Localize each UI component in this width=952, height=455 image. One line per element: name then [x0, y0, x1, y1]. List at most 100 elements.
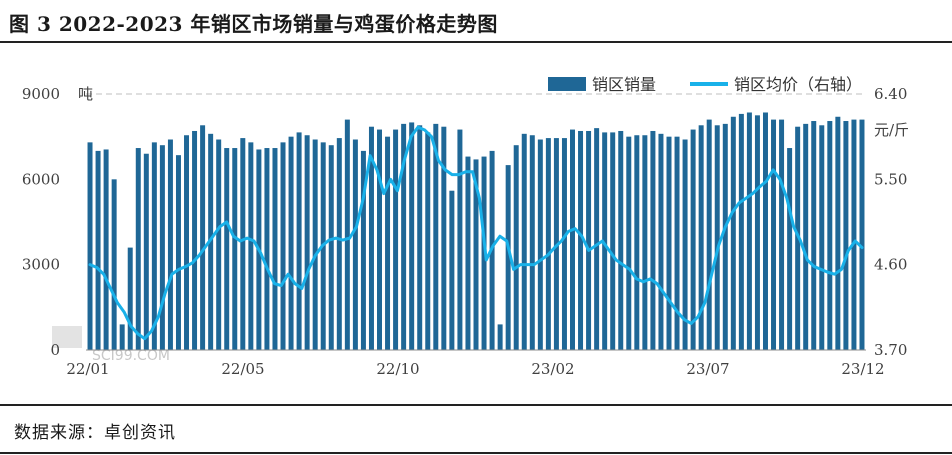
left-axis-unit: 吨 [78, 85, 93, 103]
bar [738, 113, 744, 350]
bar [690, 129, 696, 350]
bar [714, 125, 720, 350]
left-axis-tick-label: 0 [50, 341, 60, 359]
bar [167, 139, 173, 350]
bar [473, 159, 479, 350]
bar [762, 112, 768, 351]
watermark-box [52, 326, 82, 348]
right-axis-tick-label: 6.40 [874, 85, 907, 103]
bar [698, 125, 704, 350]
bar [135, 148, 141, 350]
watermark-text: SCI99.COM [92, 348, 170, 364]
legend-label-bar: 销区销量 [592, 75, 656, 94]
bar [586, 130, 592, 350]
bar [103, 149, 109, 350]
bar [706, 119, 712, 350]
bar [248, 142, 254, 350]
bar [521, 133, 527, 350]
chart: SCI99.COM 9000 6000 3000 0 吨 6.40 5.50 4.60 3.70 元… [22, 75, 909, 378]
top-rule [0, 41, 952, 43]
bar [851, 119, 857, 350]
left-axis-tick-label: 9000 [22, 85, 60, 103]
bar [602, 132, 608, 350]
bar [175, 155, 181, 350]
bar [264, 148, 270, 350]
bar [224, 148, 230, 350]
bar [441, 126, 447, 351]
bar [385, 136, 391, 350]
bar [457, 129, 463, 350]
bar [594, 128, 600, 350]
bar [328, 145, 334, 350]
figure-title: 图 3 2022-2023 年销区市场销量与鸡蛋价格走势图 [9, 12, 498, 36]
bar [634, 135, 640, 350]
bar [127, 247, 133, 350]
x-axis-tick-label: 22/10 [376, 360, 419, 378]
bar [401, 123, 407, 351]
bar [513, 145, 519, 350]
bar [730, 116, 736, 350]
bar [288, 136, 294, 350]
bar [111, 179, 117, 350]
bar [200, 125, 206, 350]
x-axis-tick-label: 22/01 [66, 360, 109, 378]
bar [505, 165, 511, 350]
bar [344, 119, 350, 350]
bar [642, 135, 648, 350]
bar [393, 129, 399, 350]
bar [578, 130, 584, 350]
bar [87, 142, 93, 350]
bar [159, 145, 165, 350]
bar [232, 148, 238, 350]
bar [119, 324, 125, 350]
watermark-logo: SCI99.COM [52, 326, 170, 364]
source-note: 数据来源：卓创资讯 [14, 423, 176, 443]
bar [771, 119, 777, 350]
left-axis-tick-label: 3000 [22, 256, 60, 274]
bar [433, 123, 439, 351]
bar [722, 123, 728, 351]
figure-header: 图 3 2022-2023 年销区市场销量与鸡蛋价格走势图 [0, 0, 952, 42]
x-axis-tick-label: 22/05 [221, 360, 264, 378]
bar [610, 132, 616, 350]
left-axis-tick-label: 6000 [22, 170, 60, 188]
bar [537, 139, 543, 350]
bar [570, 129, 575, 350]
bar [465, 156, 471, 350]
bar [192, 130, 198, 350]
bar [843, 121, 849, 351]
bar [658, 133, 664, 350]
bar [650, 130, 656, 350]
bar-series-group [87, 112, 865, 351]
x-axis-tick-label: 23/07 [686, 360, 729, 378]
bar [360, 150, 366, 350]
bar [449, 190, 455, 350]
bar [417, 125, 423, 350]
bar [497, 324, 503, 350]
right-axis-tick-label: 4.60 [874, 256, 907, 274]
end-rule [0, 452, 952, 454]
bar [779, 119, 785, 350]
bar [409, 122, 415, 350]
bar [529, 135, 535, 350]
bar [280, 142, 286, 350]
bar [618, 130, 624, 350]
x-axis-tick-label: 23/12 [841, 360, 884, 378]
bar [827, 121, 833, 351]
bar [787, 148, 793, 350]
bar [296, 132, 302, 350]
bar [216, 139, 222, 350]
bar [754, 115, 760, 350]
bar [143, 153, 149, 350]
bar [312, 139, 318, 350]
legend-swatch-bar [548, 77, 586, 91]
x-axis-tick-label: 23/02 [531, 360, 574, 378]
bar [674, 136, 680, 350]
bar [835, 116, 841, 350]
bar [352, 139, 358, 350]
right-axis-unit: 元/斤 [874, 121, 909, 139]
bar [746, 112, 752, 351]
right-axis-tick-label: 3.70 [874, 341, 907, 359]
bar [811, 121, 817, 351]
bar [368, 126, 374, 351]
